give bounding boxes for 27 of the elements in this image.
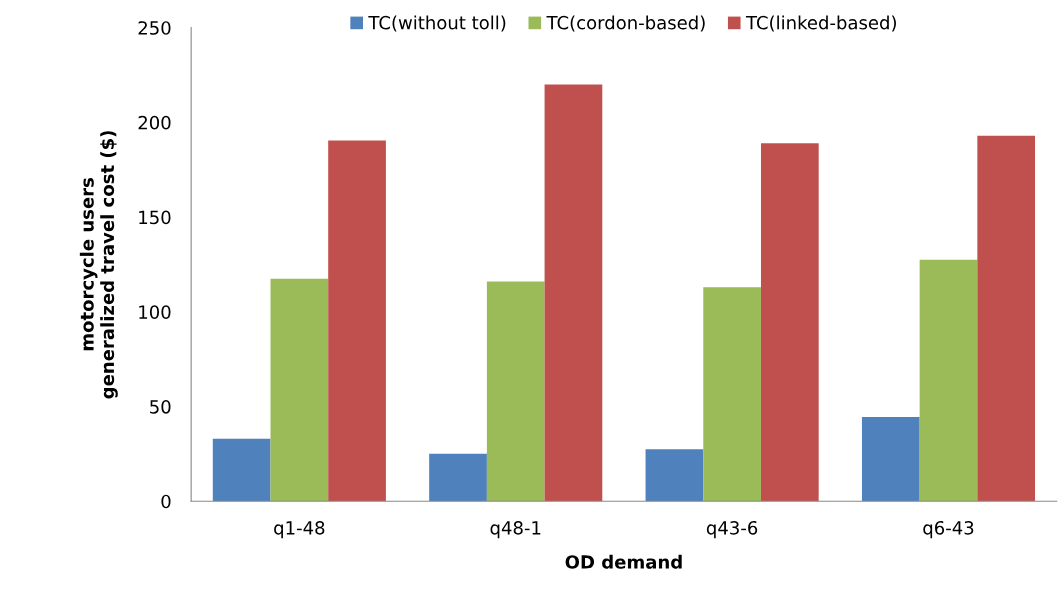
x-tick-label: q6-43 xyxy=(923,520,974,539)
y-tick-label: 150 xyxy=(139,210,171,225)
bar xyxy=(861,416,920,502)
bar xyxy=(270,278,329,502)
legend-label: TC(without toll) xyxy=(368,15,506,32)
bar xyxy=(703,287,761,502)
x-axis-title: OD demand xyxy=(565,554,682,569)
bar xyxy=(760,143,819,502)
y-tick-label: 50 xyxy=(150,399,171,414)
bar xyxy=(486,281,545,502)
y-tick-label: 250 xyxy=(138,21,171,35)
bar xyxy=(544,84,603,502)
x-tick-label: q48-1 xyxy=(490,520,541,539)
bar xyxy=(328,140,386,502)
y-tick-label: 0 xyxy=(161,494,171,509)
x-tick-label: q43-6 xyxy=(706,520,758,539)
bar xyxy=(919,259,978,502)
y-tick-label: 100 xyxy=(139,305,171,319)
legend-label: TC(linked-based) xyxy=(745,15,896,32)
bar xyxy=(977,135,1036,502)
bar xyxy=(645,449,704,502)
legend-label: TC(cordon-based) xyxy=(546,15,705,32)
y-tick-label: 200 xyxy=(138,115,171,130)
y-axis-title: motorcycle users generalized travel cost ($) xyxy=(79,131,118,399)
bar xyxy=(429,453,487,502)
x-tick-label: q1-48 xyxy=(274,520,325,539)
bar xyxy=(212,438,271,502)
